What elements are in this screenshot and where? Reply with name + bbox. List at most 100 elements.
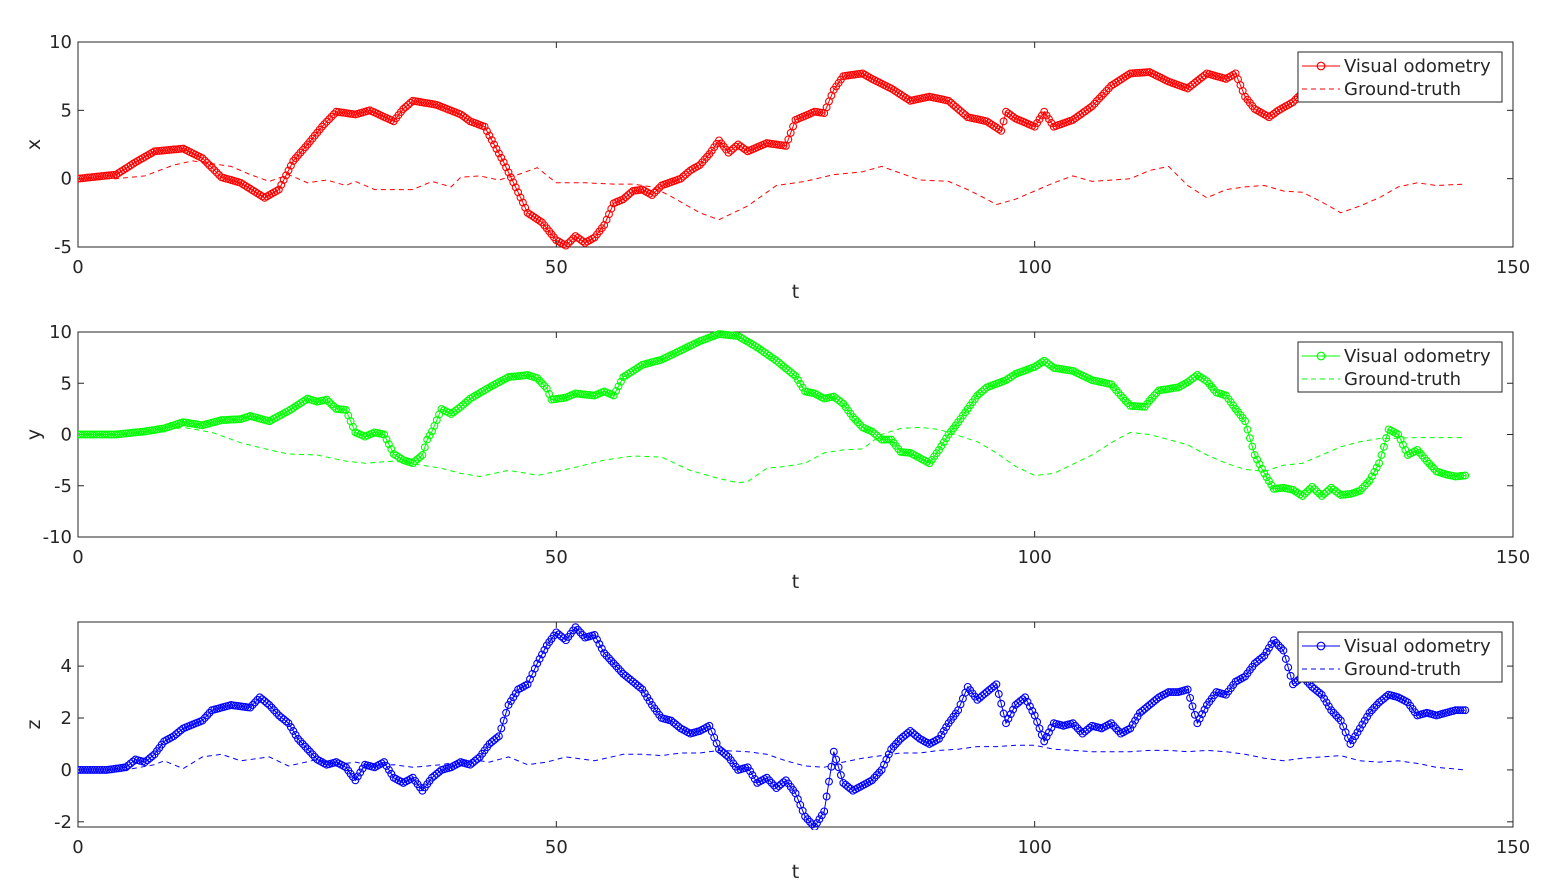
data-point-marker (903, 728, 912, 737)
data-point-marker (423, 435, 432, 444)
data-point-marker (994, 125, 1003, 134)
y-tick-label: 0 (61, 169, 72, 190)
data-point-marker (1078, 729, 1087, 738)
data-point-marker (987, 684, 996, 693)
x-tick-label: 100 (1017, 547, 1051, 568)
data-point-marker (619, 669, 628, 678)
data-point-marker (626, 189, 635, 197)
data-point-marker (935, 445, 943, 454)
data-point-marker (356, 768, 365, 777)
data-point-marker (291, 730, 300, 739)
data-point-marker (609, 391, 618, 400)
data-point-marker (1262, 473, 1271, 482)
data-point-marker (148, 752, 157, 761)
data-point-marker (877, 765, 886, 774)
data-point-marker (669, 718, 678, 727)
legend-entry-label: Visual odometry (1344, 56, 1491, 77)
data-point-marker (126, 759, 135, 768)
data-point-marker (174, 728, 183, 737)
data-point-marker (571, 623, 580, 632)
y-tick-label: 0 (61, 760, 72, 781)
data-point-marker (351, 776, 360, 785)
data-point-marker (454, 404, 463, 413)
data-point-marker (636, 683, 644, 692)
data-point-marker (435, 767, 444, 776)
data-point-marker (1004, 714, 1013, 723)
data-point-marker (1135, 708, 1144, 717)
data-point-marker (853, 418, 862, 427)
data-point-marker (652, 186, 661, 195)
data-point-marker (406, 98, 415, 107)
data-point-marker (521, 203, 530, 212)
data-point-marker (329, 110, 338, 119)
data-point-marker (813, 819, 821, 828)
data-point-marker (1190, 372, 1199, 381)
data-point-marker (645, 697, 654, 706)
data-point-marker (729, 331, 738, 340)
data-point-marker (1253, 657, 1262, 666)
data-point-marker (325, 398, 334, 406)
data-point-marker (497, 724, 506, 733)
data-point-marker (1382, 434, 1391, 443)
data-point-marker (1088, 102, 1097, 111)
data-point-marker (485, 131, 494, 140)
data-point-marker (667, 716, 676, 725)
data-point-marker (1188, 80, 1197, 89)
data-point-marker (638, 685, 647, 694)
data-point-marker (762, 773, 771, 782)
data-point-marker (951, 102, 960, 111)
data-point-marker (650, 188, 659, 197)
x-tick-label: 50 (545, 547, 568, 568)
y-tick-label: 2 (61, 708, 72, 729)
data-point-marker (1281, 655, 1290, 663)
data-point-marker (1140, 704, 1149, 713)
data-point-marker (1100, 89, 1108, 98)
data-point-marker (205, 161, 214, 170)
data-point-marker (624, 673, 633, 682)
data-point-marker (1028, 706, 1037, 715)
y-axis-label: y (23, 429, 45, 440)
data-point-marker (124, 761, 133, 770)
data-point-marker (887, 745, 896, 754)
data-point-marker (743, 763, 752, 772)
data-point-marker (884, 750, 893, 759)
data-point-marker (942, 723, 951, 732)
data-point-marker (502, 163, 511, 172)
data-point-marker (1200, 705, 1209, 714)
data-point-marker (284, 166, 293, 175)
data-point-marker (255, 693, 264, 702)
data-point-marker (200, 714, 209, 722)
data-point-marker (1370, 703, 1379, 712)
data-point-marker (956, 107, 965, 115)
data-point-marker (418, 451, 427, 459)
data-point-marker (198, 716, 207, 725)
data-point-marker (416, 453, 424, 462)
data-point-marker (841, 780, 850, 789)
y-tick-label: -5 (54, 237, 72, 258)
y-axis-label: x (23, 139, 45, 150)
data-point-marker (1198, 73, 1207, 82)
data-point-marker (248, 701, 257, 709)
data-point-marker (1188, 702, 1197, 711)
data-point-marker (748, 771, 757, 780)
data-point-marker (306, 747, 314, 756)
data-point-marker (882, 435, 891, 444)
data-point-marker (1104, 84, 1113, 93)
data-point-marker (870, 773, 879, 782)
data-point-marker (473, 754, 482, 763)
x-axis-label: t (792, 281, 799, 303)
data-point-marker (1458, 706, 1467, 715)
data-point-marker (947, 98, 955, 107)
data-point-marker (322, 395, 331, 404)
data-point-marker (1267, 640, 1276, 649)
data-point-marker (1009, 705, 1018, 714)
data-point-marker (561, 241, 570, 250)
data-point-marker (1365, 476, 1374, 485)
data-point-marker (1274, 641, 1283, 650)
data-point-marker (516, 193, 525, 202)
data-point-marker (1186, 693, 1195, 702)
data-point-marker (420, 443, 429, 452)
data-point-marker (832, 755, 841, 764)
data-point-marker (729, 144, 738, 153)
